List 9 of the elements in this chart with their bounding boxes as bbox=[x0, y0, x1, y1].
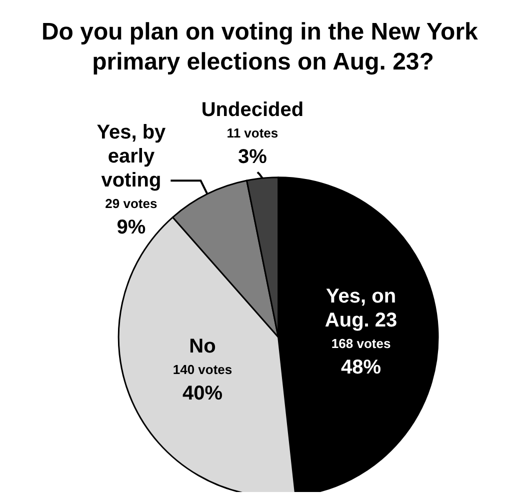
slice-label: No bbox=[189, 336, 216, 358]
data-label: 168 votes 48% bbox=[331, 336, 391, 379]
data-label: 140 votes 40% bbox=[172, 362, 232, 405]
slice-label: Yes, by early voting bbox=[96, 122, 167, 192]
chart-title: Do you plan on voting in the New York primary elections on Aug. 23? bbox=[41, 18, 485, 76]
slice-label: Undecided bbox=[201, 99, 304, 122]
slice-label: Yes, on Aug. 23 bbox=[324, 286, 398, 332]
data-label: 29 votes 9% bbox=[105, 196, 158, 239]
data-label: 11 votes 3% bbox=[226, 126, 278, 168]
